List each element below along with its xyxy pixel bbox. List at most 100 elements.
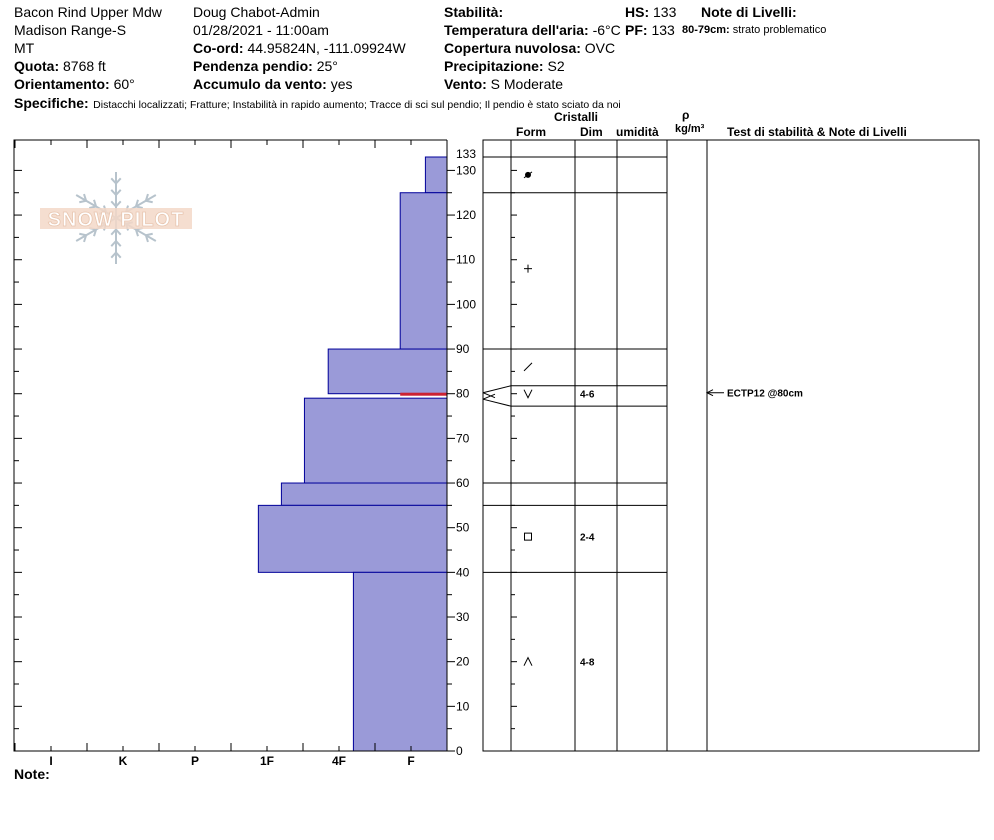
note-label: Note:	[14, 766, 50, 782]
layer-connector	[482, 385, 512, 394]
hardness-layer-2	[327, 348, 448, 395]
hardness-layer-1	[399, 192, 448, 350]
vento-label: Vento:	[444, 76, 487, 92]
precipitazione-field: Precipitazione: S2	[444, 59, 565, 73]
snowflake-branch	[79, 199, 87, 204]
accumulo-value: yes	[330, 76, 353, 92]
problem-layer-bar	[400, 392, 447, 396]
precipitazione-value: S2	[547, 58, 565, 74]
copertura-field: Copertura nuvolosa: OVC	[444, 41, 615, 55]
snowflake-branch	[110, 228, 117, 236]
pendenza-label: Pendenza pendio:	[193, 58, 313, 74]
hardness-layer-0	[424, 156, 448, 194]
depth-axis: 0 10 20 30 40 50 60 70 80 90 100 110 120 130 133	[14, 147, 476, 758]
quota-field: Quota: 8768 ft	[14, 59, 106, 73]
hardness-tick-label: I	[49, 754, 52, 768]
orientamento-label: Orientamento:	[14, 76, 110, 92]
snowflake-branch	[110, 240, 117, 247]
snowflake-branch	[89, 205, 97, 209]
snowflake-branch	[115, 189, 122, 196]
hardness-layers	[257, 156, 448, 752]
coord-value: 44.95824N, -111.09924W	[247, 40, 406, 56]
pf-field: PF: 133	[625, 23, 675, 37]
stability-test-label: ECTP12 @80cm	[727, 389, 803, 400]
depth-tick-label: 130	[456, 163, 476, 177]
crystal-form-depth-hoar-icon	[523, 656, 533, 666]
hardness-tick-label: 1F	[260, 754, 274, 768]
depth-tick-label: 0	[456, 744, 463, 758]
crystal-table: 4-6 2-4 4-8 ECTP12 @80cm	[482, 139, 980, 752]
coord-field: Co-ord: 44.95824N, -111.09924W	[193, 41, 406, 55]
crystal-form-fragment-icon	[523, 362, 533, 372]
logo-banner	[40, 208, 192, 229]
hardness-layer-3	[303, 397, 448, 484]
depth-tick-label: 10	[456, 699, 470, 713]
hardness-tick-label: K	[119, 754, 128, 768]
hs-value: 133	[653, 4, 677, 20]
density-unit-header: kg/m³	[675, 123, 705, 135]
quota-label: Quota:	[14, 58, 60, 74]
crystal-form-surface-hoar-icon	[523, 389, 533, 399]
layer-connector	[482, 393, 496, 400]
snowflake-branch	[93, 199, 98, 207]
pf-value: 133	[651, 22, 675, 38]
depth-tick-label: 120	[456, 208, 476, 222]
location-range: Madison Range-S	[14, 22, 127, 38]
snowflake-branch	[115, 240, 122, 247]
temperatura-label: Temperatura dell'aria:	[444, 22, 589, 38]
snowflake-branch	[134, 229, 139, 237]
crystal-form-faceted-icon	[524, 532, 532, 541]
specifiche-field: Specifiche: Distacchi localizzati; Fratt…	[14, 96, 621, 112]
layer-note-text: strato problematico	[732, 24, 827, 36]
stabilita-label: Stabilità:	[444, 4, 504, 20]
orientamento-field: Orientamento: 60°	[14, 77, 135, 91]
tests-header: Test di stabilità & Note di Livelli	[727, 125, 907, 139]
hardness-layer-6	[352, 571, 448, 752]
hardness-layer-4	[280, 482, 448, 506]
snowflake-branch	[115, 251, 122, 259]
hardness-tick-label: 4F	[332, 754, 346, 768]
vento-field: Vento: S Moderate	[444, 77, 563, 91]
crystal-dim-label: 4-6	[580, 390, 595, 401]
crystal-form-rounded-stroke	[523, 171, 533, 179]
snowflake-branch	[83, 234, 88, 243]
umidita-header: umidità	[616, 125, 659, 139]
coord-label: Co-ord:	[193, 40, 244, 56]
layer-note: 80-79cm: strato problematico	[682, 25, 826, 36]
snowpilot-logo: SNOW PILOT	[40, 172, 192, 264]
snowflake-branch	[134, 199, 139, 207]
rho-header: ρ	[682, 108, 690, 122]
cristalli-header: Cristalli	[554, 110, 599, 124]
snowflake-branch	[93, 229, 98, 237]
pendenza-field: Pendenza pendio: 25°	[193, 59, 338, 73]
pf-label: PF:	[625, 22, 648, 38]
copertura-label: Copertura nuvolosa:	[444, 40, 581, 56]
note-livelli-label: Note di Livelli:	[701, 4, 797, 20]
snowflake-branch	[145, 232, 153, 237]
hardness-tick-label: F	[407, 754, 414, 768]
depth-tick-label: 30	[456, 610, 470, 624]
copertura-value: OVC	[584, 40, 616, 56]
crystal-dim-label: 4-8	[580, 658, 595, 669]
table-border	[482, 139, 980, 752]
observation-date: 01/28/2021 - 11:00am	[193, 22, 329, 38]
depth-tick-label: 110	[456, 253, 475, 267]
accumulo-field: Accumulo da vento: yes	[193, 77, 352, 91]
depth-tick-label: 133	[456, 147, 476, 161]
snowflake-branch	[110, 251, 117, 259]
layer-note-depth: 80-79cm:	[682, 24, 730, 36]
depth-tick-label: 70	[456, 431, 470, 445]
dim-header: Dim	[580, 125, 603, 139]
hardness-tick-label: P	[191, 754, 199, 768]
snowflake-branch	[79, 232, 87, 237]
depth-tick-label: 50	[456, 521, 470, 535]
test-arrow-head	[705, 389, 714, 397]
depth-tick-label: 90	[456, 342, 470, 356]
layer-connector	[482, 398, 512, 407]
specifiche-value: Distacchi localizzati; Fratture; Instabi…	[93, 99, 621, 111]
accumulo-label: Accumulo da vento:	[193, 76, 327, 92]
depth-tick-label: 40	[456, 565, 470, 579]
depth-tick-label: 80	[456, 387, 470, 401]
hs-field: HS: 133	[625, 5, 676, 19]
